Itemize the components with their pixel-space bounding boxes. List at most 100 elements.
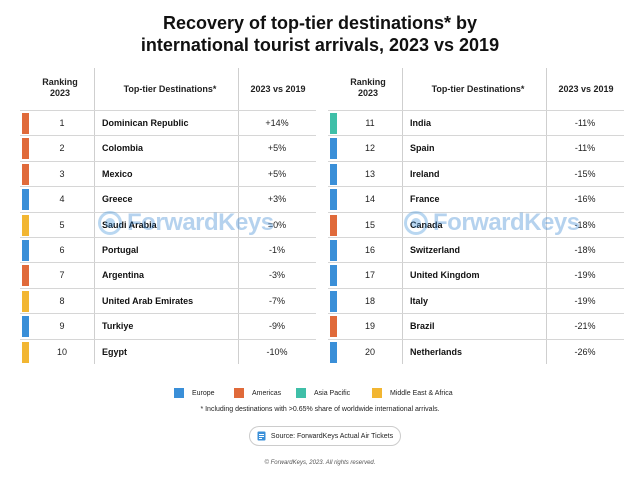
destination-cell: India — [410, 118, 432, 128]
change-cell: -11% — [574, 143, 596, 154]
legend-swatch-europe — [174, 388, 184, 398]
legend-item-asia-pacific: Asia Pacific — [296, 387, 350, 399]
document-icon — [257, 431, 266, 441]
destination-cell: Mexico — [102, 168, 133, 179]
rank-cell: 9 — [59, 321, 65, 332]
region-color-bar — [22, 316, 29, 338]
source-text: Source: ForwardKeys Actual Air Tickets — [270, 432, 394, 440]
region-color-bar — [330, 265, 337, 287]
region-color-bar — [22, 240, 29, 261]
column-divider — [238, 68, 239, 364]
destination-cell: Saudi Arabia — [102, 219, 157, 230]
change-cell: -19% — [574, 270, 596, 281]
column-divider — [546, 68, 547, 364]
table-row: 16 Switzerland -18% — [328, 237, 624, 262]
rank-cell: 1 — [59, 118, 65, 128]
change-cell: -18% — [574, 219, 596, 230]
header-ranking: Ranking 2023 — [336, 77, 400, 99]
rank-cell: 11 — [365, 118, 375, 128]
rank-cell: 18 — [364, 295, 375, 306]
legend-swatch-asia-pacific — [296, 388, 306, 398]
region-color-bar — [330, 316, 337, 338]
table-row: 7 Argentina -3% — [20, 262, 316, 287]
table-row: 6 Portugal -1% — [20, 237, 316, 262]
table-row: 18 Italy -19% — [328, 287, 624, 313]
table-row: 19 Brazil -21% — [328, 313, 624, 338]
legend-swatch-middle-east-africa — [372, 388, 382, 398]
region-color-bar — [330, 113, 337, 134]
destination-cell: Ireland — [410, 168, 440, 179]
rank-cell: 6 — [59, 245, 65, 255]
destination-cell: Spain — [410, 143, 435, 154]
change-cell: +5% — [267, 168, 287, 179]
change-cell: -15% — [574, 168, 596, 179]
region-color-bar — [330, 189, 337, 211]
header-change: 2023 vs 2019 — [250, 84, 306, 94]
region-color-bar — [22, 290, 29, 312]
destination-cell: Switzerland — [410, 245, 461, 255]
table-row: 17 United Kingdom -19% — [328, 262, 624, 287]
change-cell: -21% — [574, 321, 596, 332]
column-divider — [402, 68, 403, 364]
change-cell: -26% — [574, 346, 596, 357]
destination-cell: Greece — [102, 194, 133, 205]
table-row: 2 Colombia +5% — [20, 135, 316, 160]
change-cell: -11% — [574, 118, 596, 128]
region-color-bar — [330, 290, 337, 312]
destination-cell: Brazil — [410, 321, 435, 332]
rank-cell: 10 — [56, 346, 67, 357]
table-row: 3 Mexico +5% — [20, 160, 316, 186]
change-cell: -16% — [574, 194, 596, 205]
destination-cell: Netherlands — [410, 346, 463, 357]
change-cell: -3% — [268, 270, 285, 281]
legend: Europe Americas Asia Pacific Middle East… — [0, 387, 640, 399]
table-row: 1 Dominican Republic +14% — [20, 110, 316, 135]
region-color-bar — [22, 163, 29, 185]
footnote: * Including destinations with >0.65% sha… — [200, 406, 440, 413]
change-cell: -19% — [574, 295, 596, 306]
legend-label: Americas — [252, 389, 282, 397]
header-ranking-line1: Ranking — [350, 77, 386, 87]
region-color-bar — [22, 189, 29, 211]
change-cell: +3% — [267, 194, 287, 205]
legend-item-middle-east-africa: Middle East & Africa — [372, 387, 453, 399]
region-color-bar — [22, 113, 29, 134]
table-row: 20 Netherlands -26% — [328, 338, 624, 364]
destination-cell: Colombia — [102, 143, 144, 154]
chart-title-line2: international tourist arrivals, 2023 vs … — [140, 35, 500, 55]
source-badge: Source: ForwardKeys Actual Air Tickets — [249, 426, 401, 446]
table-row: 9 Turkiye -9% — [20, 313, 316, 338]
table-row: 14 France -16% — [328, 186, 624, 211]
rank-cell: 16 — [364, 245, 375, 255]
region-color-bar — [22, 265, 29, 287]
copyright: © ForwardKeys, 2023. All rights reserved… — [264, 460, 376, 466]
table-row: 11 India -11% — [328, 110, 624, 135]
rank-cell: 13 — [364, 168, 375, 179]
header-ranking: Ranking 2023 — [28, 77, 92, 99]
column-divider — [94, 68, 95, 364]
destination-cell: Argentina — [102, 270, 145, 281]
change-cell: -7% — [268, 295, 285, 306]
change-cell: -18% — [574, 245, 596, 255]
rank-cell: 5 — [59, 219, 65, 230]
destination-cell: Portugal — [102, 245, 139, 255]
ranking-table-right: Ranking 2023 Top-tier Destinations* 2023 … — [328, 68, 624, 364]
table-header: Ranking 2023 Top-tier Destinations* 2023 … — [328, 68, 624, 110]
destination-cell: Dominican Republic — [102, 118, 189, 128]
destination-cell: Egypt — [102, 346, 128, 357]
region-color-bar — [22, 214, 29, 236]
table-row: 13 Ireland -15% — [328, 160, 624, 186]
region-color-bar — [22, 341, 29, 363]
legend-item-europe: Europe — [174, 387, 215, 399]
change-cell: -10% — [266, 346, 288, 357]
region-color-bar — [330, 163, 337, 185]
header-ranking-line2: 2023 — [49, 88, 71, 98]
table-header: Ranking 2023 Top-tier Destinations* 2023 … — [20, 68, 316, 110]
header-change: 2023 vs 2019 — [558, 84, 614, 94]
destination-cell: Canada — [410, 219, 443, 230]
legend-swatch-americas — [234, 388, 244, 398]
rank-cell: 2 — [59, 143, 65, 154]
rank-cell: 20 — [364, 346, 375, 357]
ranking-table-left: Ranking 2023 Top-tier Destinations* 2023 … — [20, 68, 316, 364]
rank-cell: 15 — [364, 219, 375, 230]
